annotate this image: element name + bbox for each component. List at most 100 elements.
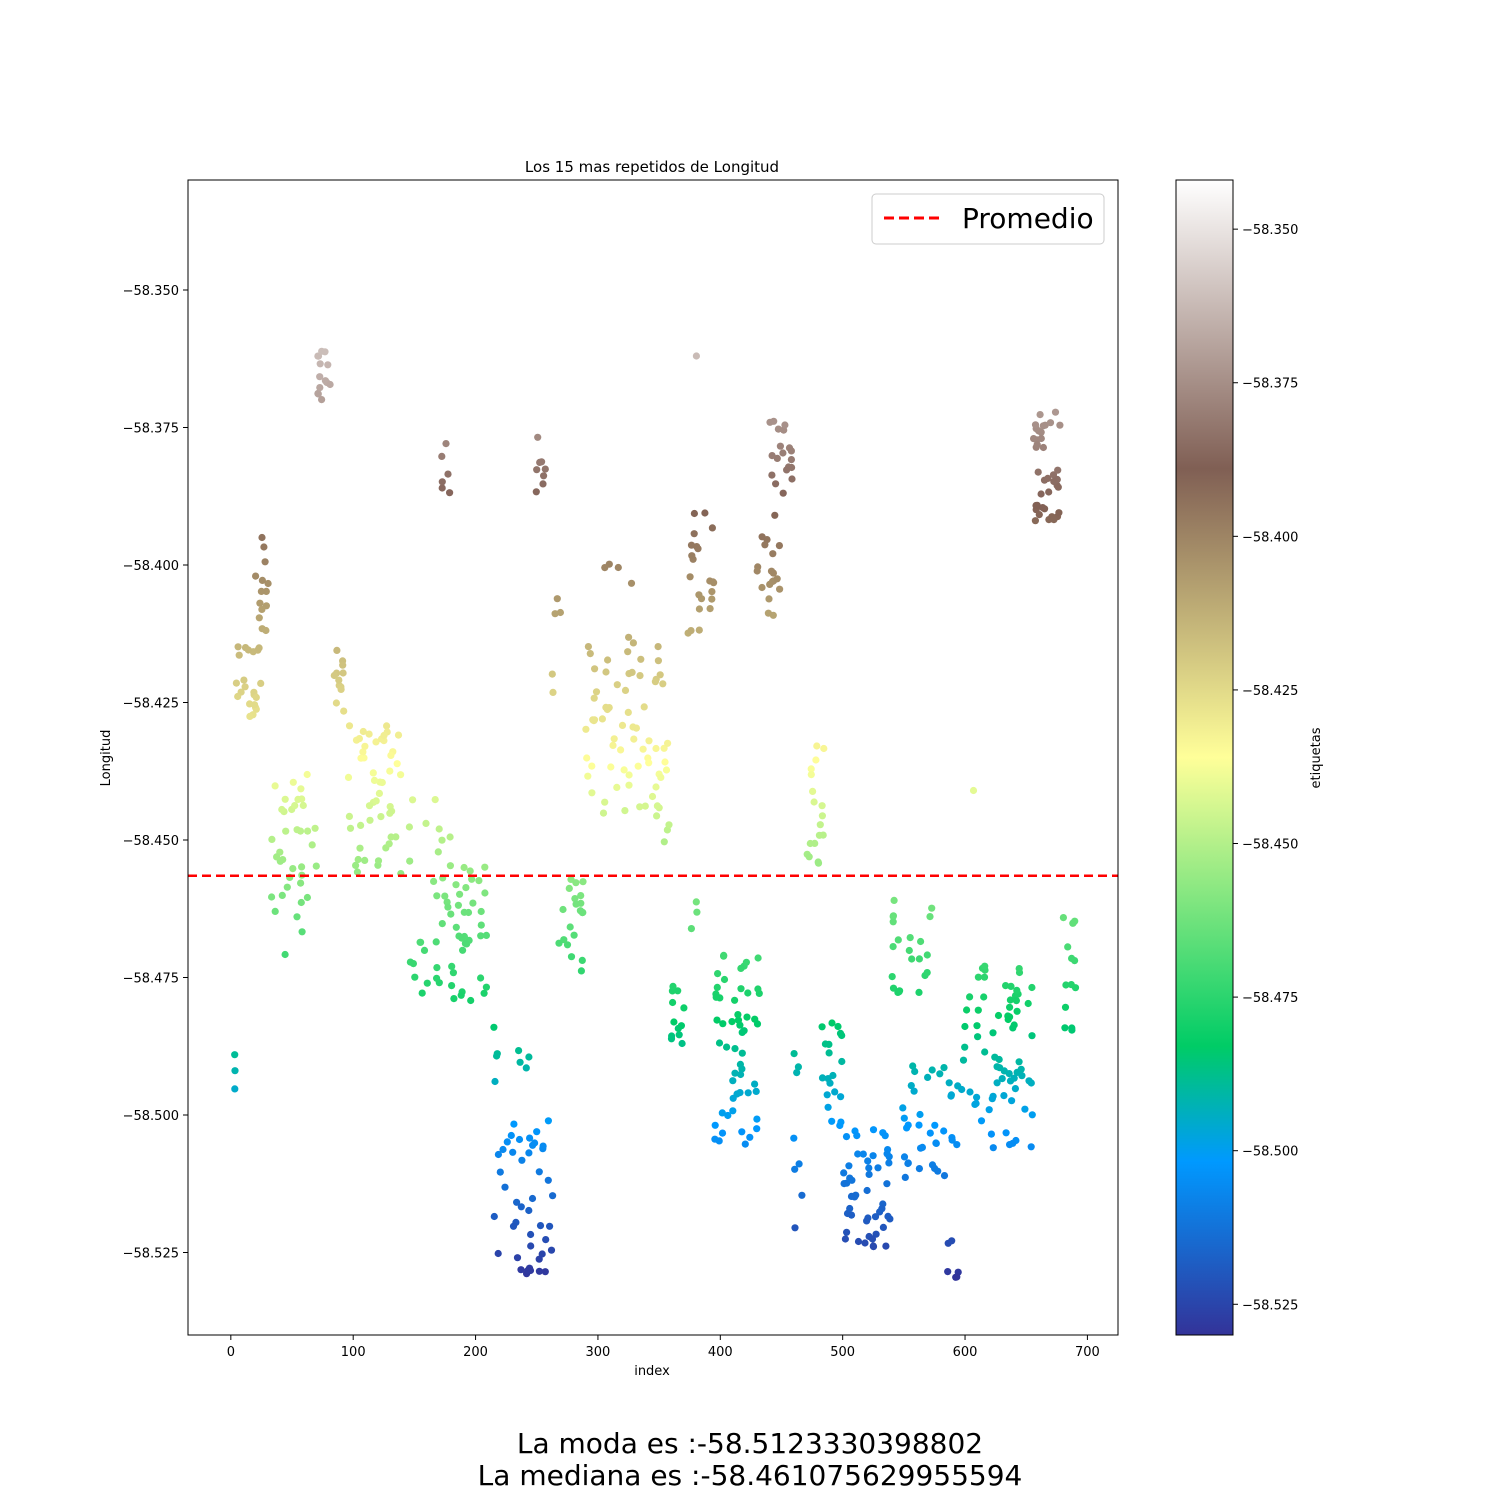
scatter-point	[953, 1141, 961, 1149]
scatter-point	[764, 609, 773, 617]
scatter-point	[734, 1016, 743, 1024]
scatter-point	[787, 456, 796, 464]
scatter-point	[1068, 954, 1076, 963]
scatter-point	[490, 1023, 498, 1031]
scatter-point	[1061, 1003, 1070, 1011]
scatter-point	[430, 877, 438, 886]
scatter-point	[567, 953, 576, 961]
scatter-point	[889, 918, 897, 926]
y-axis-label: Longitud	[99, 730, 114, 787]
scatter-point	[539, 1142, 547, 1150]
y-tick-label: −58.375	[123, 422, 179, 437]
scatter-point	[743, 1013, 751, 1021]
scatter-point	[794, 1063, 803, 1071]
scatter-point	[326, 380, 334, 389]
scatter-point	[278, 805, 286, 814]
scatter-point	[316, 360, 324, 368]
scatter-point	[653, 802, 662, 810]
scatter-point	[385, 840, 393, 848]
scatter-point	[369, 769, 377, 777]
scatter-point	[477, 974, 485, 982]
scatter-point	[365, 730, 373, 738]
scatter-point	[321, 348, 329, 356]
scatter-point	[1012, 997, 1021, 1005]
scatter-point	[629, 723, 637, 731]
scatter-point	[260, 543, 268, 551]
scatter-point	[480, 989, 488, 997]
colorbar-tick-label: −58.500	[1242, 1145, 1298, 1160]
scatter-point	[532, 488, 540, 496]
scatter-point	[911, 1067, 919, 1076]
scatter-point	[995, 1055, 1003, 1064]
scatter-point	[744, 1089, 752, 1097]
scatter-point	[433, 974, 441, 982]
scatter-point	[231, 1051, 239, 1059]
scatter-point	[781, 421, 789, 429]
scatter-point	[729, 1107, 737, 1115]
scatter-points	[231, 347, 1080, 1281]
scatter-point	[231, 1067, 239, 1075]
scatter-point	[805, 853, 813, 861]
scatter-point	[917, 937, 925, 946]
scatter-point	[879, 1223, 888, 1231]
scatter-point	[501, 1183, 509, 1191]
scatter-point	[293, 913, 301, 921]
scatter-point	[766, 580, 774, 589]
scatter-point	[563, 941, 572, 949]
scatter-point	[577, 967, 586, 975]
scatter-point	[314, 352, 322, 360]
scatter-point	[948, 1237, 956, 1245]
scatter-point	[993, 1079, 1001, 1087]
scatter-point	[1027, 1143, 1035, 1151]
scatter-point	[980, 993, 988, 1001]
scatter-point	[357, 821, 365, 830]
scatter-point	[1004, 1015, 1012, 1024]
scatter-point	[361, 742, 369, 750]
y-tick-label: −58.500	[123, 1109, 179, 1124]
scatter-point	[457, 991, 465, 999]
scatter-point	[738, 1028, 746, 1036]
scatter-point	[869, 1152, 877, 1160]
scatter-point	[431, 796, 439, 804]
scatter-point	[324, 361, 332, 369]
scatter-point	[432, 938, 440, 946]
scatter-point	[435, 825, 443, 833]
scatter-point	[1045, 488, 1053, 496]
scatter-point	[840, 1180, 848, 1188]
scatter-point	[1028, 1032, 1036, 1040]
scatter-point	[769, 550, 777, 558]
scatter-point	[422, 819, 430, 828]
scatter-point	[353, 868, 361, 876]
scatter-point	[540, 472, 548, 480]
scatter-point	[669, 982, 677, 991]
scatter-point	[481, 863, 489, 871]
scatter-point	[753, 1115, 761, 1123]
scatter-point	[654, 643, 662, 651]
scatter-point	[842, 1133, 851, 1141]
scatter-point	[258, 605, 266, 614]
scatter-point	[604, 656, 612, 664]
scatter-point	[499, 1145, 507, 1154]
scatter-point	[1056, 421, 1064, 429]
y-tick-label: −58.450	[123, 834, 179, 849]
scatter-point	[582, 725, 590, 733]
scatter-point	[640, 703, 648, 711]
scatter-point	[515, 1135, 524, 1144]
scatter-point	[316, 373, 324, 381]
scatter-point	[719, 1020, 727, 1028]
scatter-point	[847, 1192, 856, 1200]
scatter-point	[337, 685, 345, 694]
scatter-point	[738, 1065, 746, 1073]
scatter-point	[885, 1159, 893, 1167]
scatter-point	[1013, 1007, 1021, 1015]
scatter-point	[1046, 419, 1055, 427]
scatter-point	[847, 1211, 856, 1219]
scatter-point	[1006, 996, 1015, 1004]
scatter-point	[539, 480, 547, 488]
scatter-point	[624, 708, 632, 717]
scatter-point	[864, 1157, 872, 1165]
scatter-point	[446, 833, 454, 841]
scatter-point	[980, 973, 989, 981]
scatter-point	[641, 802, 649, 810]
